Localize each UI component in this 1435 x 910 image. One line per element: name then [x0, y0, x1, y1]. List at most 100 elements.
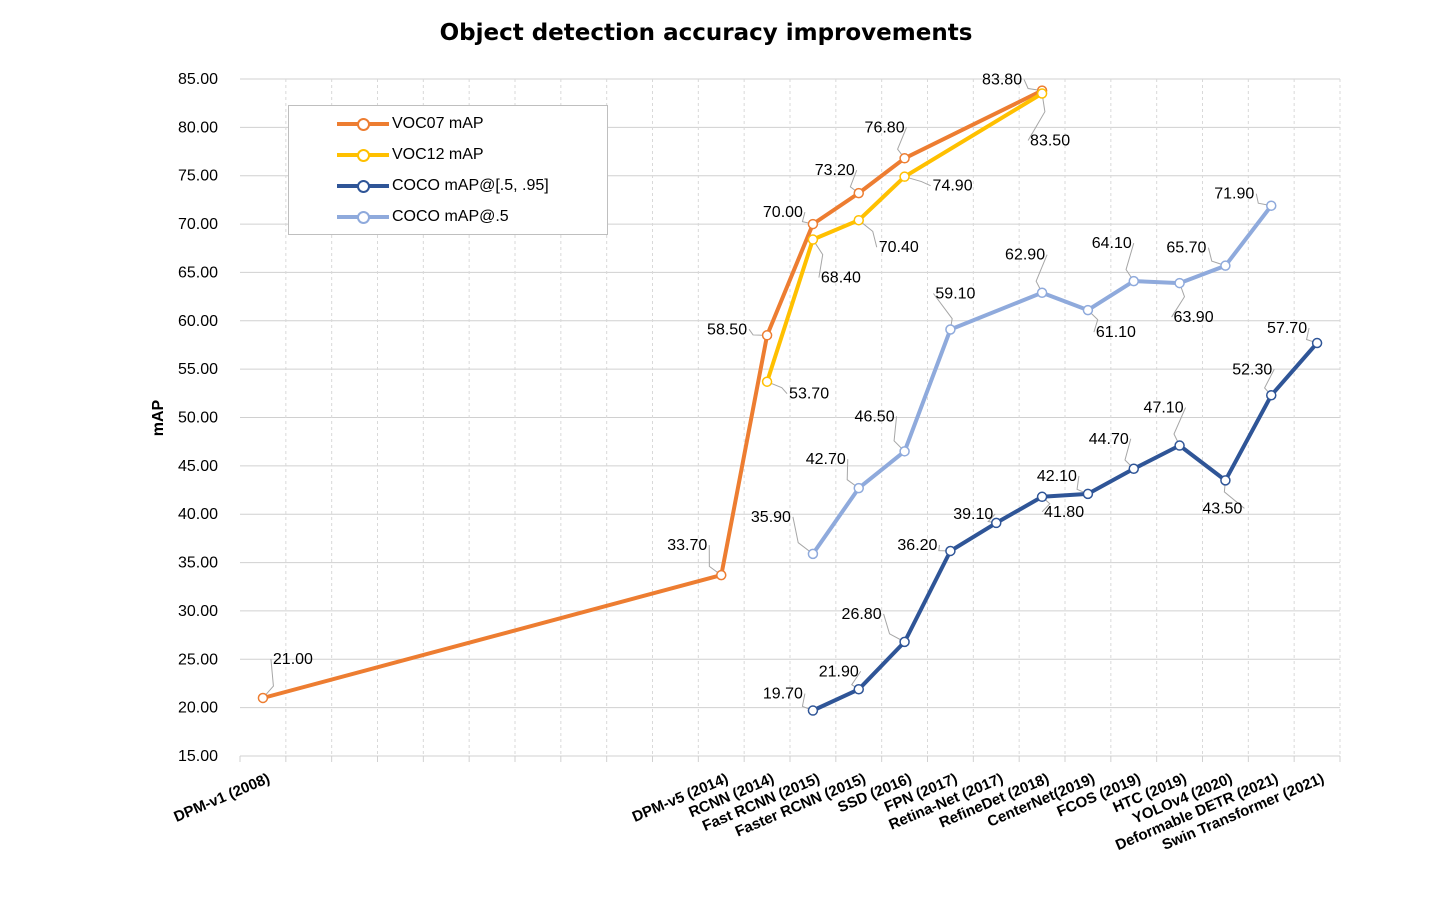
data-label: 53.70	[789, 386, 829, 403]
legend-item: COCO mAP@[.5, .95]	[337, 176, 549, 196]
legend-swatch	[337, 207, 389, 227]
data-labels: 21.00 33.70 58.50 70.00 73.20 76.80 83.80 53.70…	[273, 72, 1307, 703]
legend-item: COCO mAP@.5	[337, 207, 509, 227]
label-leader	[883, 613, 905, 643]
legend-swatch-marker	[357, 149, 370, 162]
data-point	[1036, 287, 1048, 298]
data-point	[807, 705, 819, 716]
data-label: 44.70	[1089, 431, 1129, 448]
data-point	[1220, 260, 1231, 271]
y-tick-label: 85.00	[178, 71, 218, 88]
legend-item: VOC07 mAP	[337, 114, 484, 134]
data-point	[945, 545, 956, 557]
data-point	[1311, 337, 1323, 349]
data-point	[1174, 440, 1185, 451]
data-label: 52.30	[1232, 361, 1272, 378]
data-point	[899, 636, 910, 648]
data-point	[1036, 88, 1048, 99]
y-tick-label: 60.00	[178, 313, 218, 330]
data-label: 83.80	[982, 72, 1022, 89]
data-point	[945, 324, 956, 335]
series-lines	[257, 85, 1323, 716]
data-label: 42.10	[1037, 468, 1077, 485]
data-point	[1128, 463, 1139, 475]
label-leader	[766, 381, 788, 395]
label-leader	[893, 416, 905, 452]
data-point	[761, 376, 773, 387]
data-point	[807, 218, 819, 230]
data-label: 21.90	[819, 663, 859, 680]
legend-swatch-marker	[357, 180, 370, 193]
data-point	[716, 569, 727, 581]
data-label: 33.70	[667, 537, 707, 554]
data-label: 83.50	[1030, 133, 1070, 150]
data-point	[761, 330, 773, 341]
y-tick-label: 15.00	[178, 748, 218, 765]
data-point	[899, 171, 910, 182]
legend-label: VOC07 mAP	[392, 115, 484, 132]
legend-item: VOC12 mAP	[337, 145, 484, 165]
data-label: 43.50	[1202, 500, 1242, 517]
label-leader	[792, 516, 814, 555]
label-leaders	[262, 79, 1318, 712]
y-tick-label: 80.00	[178, 119, 218, 136]
data-label: 63.90	[1174, 309, 1214, 326]
data-label: 42.70	[806, 451, 846, 468]
series-1	[761, 88, 1048, 387]
data-point	[807, 234, 819, 245]
series-0	[257, 85, 1048, 704]
data-point	[853, 214, 864, 226]
data-point	[899, 446, 910, 457]
data-label: 57.70	[1267, 320, 1307, 337]
data-label: 26.80	[842, 606, 882, 623]
y-tick-label: 50.00	[178, 410, 218, 427]
gridlines	[240, 78, 1341, 757]
data-label: 39.10	[953, 506, 993, 523]
legend-label: COCO mAP@[.5, .95]	[392, 177, 549, 194]
legend-swatch-marker	[357, 211, 370, 224]
data-point	[1174, 277, 1185, 289]
series-3	[807, 200, 1277, 560]
data-point	[1082, 488, 1094, 500]
y-tick-label: 70.00	[178, 216, 218, 233]
y-tick-label: 75.00	[178, 168, 218, 185]
data-point	[853, 187, 864, 199]
data-label: 76.80	[865, 119, 905, 136]
x-tick-label: DPM-v1 (2008)	[171, 770, 272, 826]
chart-title: Object detection accuracy improvements	[439, 20, 973, 46]
y-tick-label: 65.00	[178, 264, 218, 281]
legend: VOC07 mAP VOC12 mAP COCO mAP@[.5, .95] COCO…	[288, 105, 608, 235]
data-point	[1220, 475, 1231, 486]
y-tick-label: 35.00	[178, 555, 218, 572]
data-label: 19.70	[763, 686, 803, 703]
label-leader	[1027, 93, 1046, 141]
data-point	[1082, 304, 1094, 316]
label-leader	[262, 658, 274, 699]
data-label: 64.10	[1092, 235, 1132, 252]
label-leader	[904, 176, 931, 187]
data-label: 35.90	[751, 509, 791, 526]
data-label: 73.20	[815, 162, 855, 179]
y-tick-label: 30.00	[178, 603, 218, 620]
data-point	[853, 684, 864, 695]
y-tick-label: 40.00	[178, 506, 218, 523]
data-point	[899, 153, 910, 164]
label-leader	[858, 219, 878, 248]
data-point	[1128, 275, 1139, 287]
data-point	[1266, 200, 1277, 211]
data-point	[807, 548, 819, 560]
data-point	[1266, 390, 1277, 401]
data-label: 62.90	[1005, 247, 1045, 264]
data-label: 71.90	[1214, 186, 1254, 203]
data-label: 74.90	[933, 178, 973, 195]
data-label: 59.10	[935, 285, 975, 302]
data-point	[991, 517, 1002, 529]
series-line	[810, 341, 1320, 713]
legend-swatch	[337, 145, 389, 165]
legend-swatch	[337, 176, 389, 196]
data-label: 47.10	[1144, 400, 1184, 417]
legend-swatch-marker	[357, 118, 370, 131]
data-label: 41.80	[1044, 504, 1084, 521]
data-point	[257, 692, 269, 704]
